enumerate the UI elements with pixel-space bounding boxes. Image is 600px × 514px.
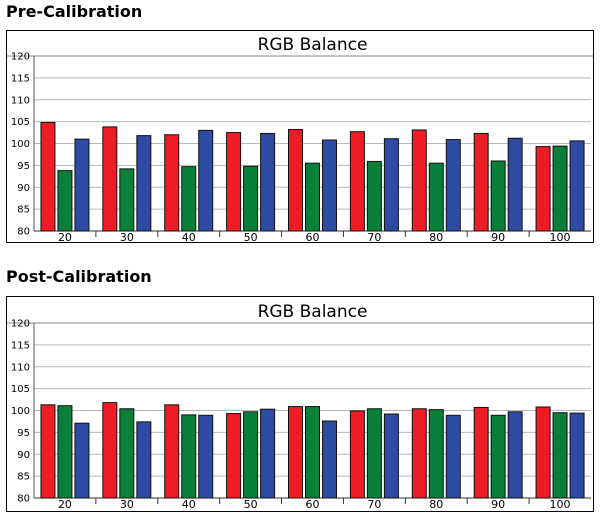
- x-tick-label: 20: [58, 498, 72, 511]
- green-bar-60: [305, 162, 320, 232]
- red-bar-80: [411, 408, 427, 499]
- blue-bar-70: [383, 413, 399, 499]
- red-bar-40: [164, 134, 180, 232]
- x-tick-label: 30: [120, 498, 134, 511]
- green-bar-40: [181, 166, 197, 232]
- blue-bar-30: [136, 421, 152, 499]
- blue-bar-20: [74, 422, 90, 499]
- blue-bar-40: [198, 414, 214, 499]
- red-bar-80: [411, 129, 427, 232]
- red-bar-90: [473, 132, 489, 232]
- post-calibration-chart: RGB Balance 80 85 90 95 100 105 110 115 120 20 30 40…: [6, 296, 594, 512]
- pre-calibration-heading: Pre-Calibration: [6, 2, 143, 21]
- red-bar-90: [473, 406, 489, 499]
- blue-bar-90: [507, 137, 523, 232]
- red-bar-50: [226, 132, 242, 232]
- blue-bar-80: [445, 139, 461, 232]
- x-tick-label: 70: [367, 498, 381, 511]
- x-tick-label: 100: [550, 498, 571, 511]
- y-tick-label: 105: [11, 384, 30, 395]
- y-tick-label: 95: [17, 161, 30, 172]
- x-tick-label: 20: [58, 231, 72, 242]
- blue-bar-30: [136, 135, 152, 232]
- green-bar-100: [552, 145, 568, 232]
- y-tick-label: 100: [11, 139, 30, 150]
- blue-bar-50: [260, 408, 276, 499]
- x-tick-label: 50: [244, 498, 258, 511]
- red-bar-70: [349, 131, 365, 232]
- y-tick-label: 120: [11, 52, 30, 63]
- green-bar-80: [428, 162, 444, 232]
- x-tick-label: 90: [491, 231, 505, 242]
- blue-bar-70: [383, 138, 399, 232]
- green-bar-40: [181, 414, 197, 499]
- red-bar-30: [102, 126, 118, 232]
- red-bar-100: [535, 406, 551, 499]
- pre-calibration-chart: RGB Balance 80 85 90 95 100 105 110 115 120 20 30 40…: [6, 30, 594, 243]
- y-tick-label: 110: [11, 95, 30, 106]
- red-bar-30: [102, 402, 118, 499]
- red-bar-70: [349, 410, 365, 499]
- x-tick-label: 50: [244, 231, 258, 242]
- red-bar-50: [226, 413, 242, 499]
- pre-calibration-chart-svg: RGB Balance 80 85 90 95 100 105 110 115 120 20 30 40…: [7, 35, 593, 242]
- y-tick-label: 115: [11, 340, 30, 351]
- x-tick-label: 90: [491, 498, 505, 511]
- x-tick-label: 60: [306, 498, 320, 511]
- green-bar-70: [366, 408, 382, 499]
- green-bar-20: [57, 170, 73, 232]
- post-calibration-heading: Post-Calibration: [6, 267, 152, 286]
- red-bar-60: [288, 406, 303, 499]
- red-bar-20: [40, 404, 56, 499]
- post-calibration-chart-svg: RGB Balance 80 85 90 95 100 105 110 115 120 20 30 40…: [7, 302, 593, 511]
- chart-title: RGB Balance: [258, 302, 368, 322]
- y-tick-label: 115: [11, 73, 30, 84]
- x-tick-label: 100: [550, 231, 571, 242]
- green-bar-50: [243, 411, 259, 499]
- x-tick-label: 40: [182, 498, 196, 511]
- blue-bar-40: [198, 129, 214, 232]
- y-tick-label: 120: [11, 319, 30, 330]
- green-bar-90: [490, 414, 506, 499]
- green-bar-60: [305, 406, 320, 499]
- blue-bar-100: [569, 140, 585, 232]
- x-tick-label: 80: [429, 231, 443, 242]
- y-tick-label: 85: [17, 205, 30, 216]
- y-tick-label: 90: [17, 183, 30, 194]
- green-bar-90: [490, 160, 506, 232]
- red-bar-60: [288, 129, 303, 232]
- red-bar-100: [535, 146, 551, 232]
- blue-bar-100: [569, 412, 585, 499]
- blue-bar-90: [507, 411, 523, 499]
- x-tick-label: 80: [429, 498, 443, 511]
- y-tick-label: 100: [11, 406, 30, 417]
- red-bar-20: [40, 122, 56, 232]
- y-tick-label: 90: [17, 450, 30, 461]
- green-bar-30: [119, 168, 135, 232]
- green-bar-20: [57, 405, 73, 499]
- green-bar-50: [243, 165, 259, 232]
- y-tick-label: 105: [11, 117, 30, 128]
- green-bar-70: [366, 160, 382, 232]
- blue-bar-50: [260, 132, 276, 232]
- x-tick-label: 70: [367, 231, 381, 242]
- green-bar-100: [552, 412, 568, 499]
- y-tick-label: 95: [17, 428, 30, 439]
- y-tick-label: 80: [17, 227, 30, 238]
- y-tick-label: 110: [11, 362, 30, 373]
- green-bar-80: [428, 409, 444, 499]
- y-tick-label: 80: [17, 494, 30, 505]
- green-bar-30: [119, 408, 135, 499]
- red-bar-40: [164, 404, 180, 499]
- x-tick-label: 40: [182, 231, 196, 242]
- x-tick-label: 30: [120, 231, 134, 242]
- blue-bar-80: [445, 414, 461, 499]
- blue-bar-60: [322, 139, 337, 232]
- y-tick-label: 85: [17, 472, 30, 483]
- x-tick-label: 60: [306, 231, 320, 242]
- chart-title: RGB Balance: [258, 35, 368, 55]
- blue-bar-60: [322, 420, 337, 499]
- blue-bar-20: [74, 138, 90, 232]
